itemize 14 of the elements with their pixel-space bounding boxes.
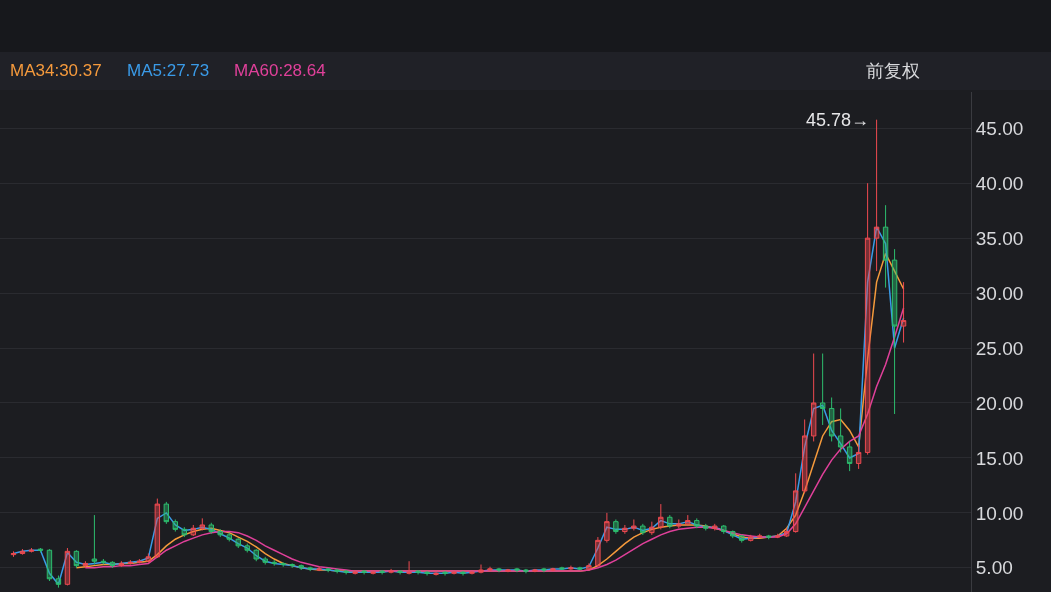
y-tick-label: 10.00 xyxy=(975,502,1024,524)
text: 前复权 xyxy=(866,61,920,81)
text: MA60:28.64 xyxy=(234,61,326,80)
y-tick-label: 30.00 xyxy=(975,282,1024,304)
text: MA34:30.37 xyxy=(10,61,102,80)
y-tick-label: 35.00 xyxy=(975,227,1024,249)
annotation: 45.78→ xyxy=(806,110,870,130)
y-tick-label: 25.00 xyxy=(975,337,1024,359)
text: MA5:27.73 xyxy=(127,61,210,80)
y-tick-label: 40.00 xyxy=(975,172,1024,194)
y-tick-label: 20.00 xyxy=(975,392,1024,414)
y-tick-label: 15.00 xyxy=(975,447,1024,469)
y-tick-label: 45.00 xyxy=(975,117,1024,139)
y-tick-label: 5.00 xyxy=(975,557,1013,579)
